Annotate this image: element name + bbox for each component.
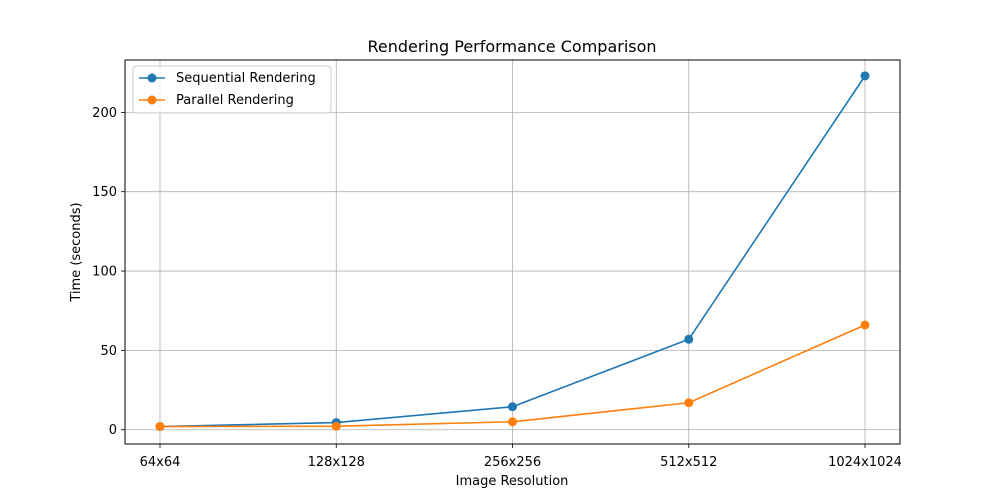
data-point-parallel-rendering [860,320,870,330]
y-tick-label: 100 [92,265,117,280]
x-tick-label: 128x128 [308,455,365,470]
x-tick-label: 256x256 [484,455,541,470]
x-tick-label: 64x64 [140,455,181,470]
x-tick-label: 1024x1024 [828,455,902,470]
data-point-parallel-rendering [508,417,517,427]
y-axis-ticks: 0 50 100 150 200 [92,106,125,438]
y-axis-title: Time (seconds) [69,202,84,302]
x-tick-label: 512x512 [660,455,717,470]
y-tick-label: 150 [92,185,117,200]
series-parallel-rendering [155,320,870,432]
x-axis-title: Image Resolution [456,474,569,489]
data-point-sequential-rendering [860,71,870,81]
data-point-parallel-rendering [155,422,165,432]
legend-label-sequential: Sequential Rendering [176,71,316,86]
legend-marker-sequential [147,73,157,83]
data-point-sequential-rendering [508,402,517,412]
legend: Sequential Rendering Parallel Rendering [132,65,332,114]
data-point-sequential-rendering [684,334,694,344]
data-point-parallel-rendering [684,398,694,408]
data-point-parallel-rendering [331,421,341,431]
series-layer [155,71,870,432]
grid [125,60,900,444]
legend-box [132,65,332,114]
legend-marker-parallel [147,95,157,105]
y-tick-label: 50 [100,344,117,359]
legend-label-parallel: Parallel Rendering [176,93,294,108]
y-tick-label: 200 [92,106,117,121]
chart-title: Rendering Performance Comparison [367,37,656,56]
x-axis-ticks: 64x64 128x128 256x256 512x512 1024x1024 [140,444,902,470]
y-tick-label: 0 [109,423,117,438]
